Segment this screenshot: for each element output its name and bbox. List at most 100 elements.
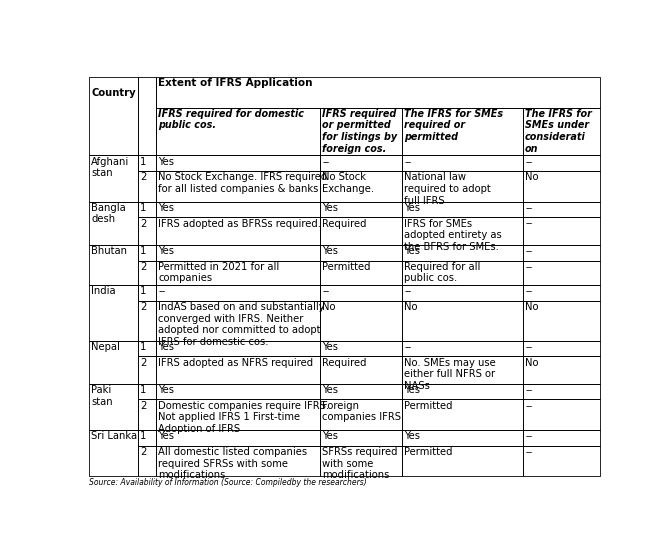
Bar (523, 430, 599, 445)
Bar (138, 260, 157, 285)
Text: The IFRS for
SMEs under
considerati
on: The IFRS for SMEs under considerati on (525, 109, 592, 153)
Text: --: -- (525, 157, 532, 167)
Bar (157, 430, 320, 445)
Text: Bangla
desh: Bangla desh (91, 203, 126, 224)
Bar (402, 260, 523, 285)
Bar (138, 285, 157, 301)
Text: Required: Required (322, 219, 366, 229)
Text: 1: 1 (140, 246, 146, 256)
Bar (157, 260, 320, 285)
Bar (320, 155, 402, 171)
Text: Foreign
companies IFRS: Foreign companies IFRS (322, 401, 401, 422)
Text: 2: 2 (140, 172, 146, 182)
Text: --: -- (525, 431, 532, 441)
Bar (138, 384, 157, 399)
Bar (138, 202, 157, 217)
Bar (320, 202, 402, 217)
Bar (402, 202, 523, 217)
Text: 1: 1 (140, 342, 146, 352)
Bar (89, 285, 138, 341)
Text: Extent of IFRS Application: Extent of IFRS Application (159, 79, 313, 89)
Text: 1: 1 (140, 385, 146, 395)
Bar (402, 341, 523, 356)
Text: Yes: Yes (159, 157, 175, 167)
Bar (320, 245, 402, 260)
Text: Yes: Yes (159, 431, 175, 441)
Text: The IFRS for SMEs
required or
permitted: The IFRS for SMEs required or permitted (404, 109, 503, 142)
Text: Yes: Yes (159, 385, 175, 395)
Text: No: No (525, 302, 539, 312)
Bar (523, 301, 599, 341)
Text: All domestic listed companies
required SFRSs with some
modifications: All domestic listed companies required S… (159, 447, 308, 480)
Bar (523, 445, 599, 476)
Text: IFRS required
or permitted
for listings by
foreign cos.: IFRS required or permitted for listings … (322, 109, 397, 153)
Text: 1: 1 (140, 431, 146, 441)
Bar (523, 202, 599, 217)
Bar (89, 202, 138, 245)
Bar (138, 301, 157, 341)
Text: Yes: Yes (404, 246, 420, 256)
Bar (138, 445, 157, 476)
Text: Yes: Yes (404, 385, 420, 395)
Bar (523, 285, 599, 301)
Bar (157, 341, 320, 356)
Bar (89, 245, 138, 285)
Text: Country: Country (91, 88, 136, 98)
Bar (157, 301, 320, 341)
Text: IFRS for SMEs
adopted entirety as
the BFRS for SMEs.: IFRS for SMEs adopted entirety as the BF… (404, 219, 502, 252)
Text: 2: 2 (140, 262, 146, 272)
Bar (89, 384, 138, 430)
Bar (320, 171, 402, 202)
Bar (402, 445, 523, 476)
Bar (138, 356, 157, 384)
Text: No: No (404, 302, 418, 312)
Bar (89, 77, 138, 155)
Bar (320, 399, 402, 430)
Text: 1: 1 (140, 157, 146, 167)
Bar (320, 445, 402, 476)
Bar (523, 245, 599, 260)
Text: SFRSs required
with some
modifications: SFRSs required with some modifications (322, 447, 398, 480)
Bar (402, 155, 523, 171)
Bar (138, 217, 157, 245)
Bar (523, 399, 599, 430)
Text: 2: 2 (140, 447, 146, 457)
Text: India: India (91, 286, 116, 296)
Text: --: -- (525, 246, 532, 256)
Text: Bhutan: Bhutan (91, 246, 127, 256)
Bar (402, 430, 523, 445)
Bar (320, 260, 402, 285)
Bar (402, 356, 523, 384)
Text: Yes: Yes (159, 203, 175, 213)
Text: No. SMEs may use
either full NFRS or
NASs: No. SMEs may use either full NFRS or NAS… (404, 357, 496, 391)
Text: --: -- (322, 286, 329, 296)
Text: --: -- (525, 447, 532, 457)
Bar (320, 285, 402, 301)
Text: 2: 2 (140, 401, 146, 411)
Text: National law
required to adopt
full IFRS: National law required to adopt full IFRS (404, 172, 491, 206)
Bar (138, 399, 157, 430)
Text: 1: 1 (140, 203, 146, 213)
Text: 2: 2 (140, 357, 146, 367)
Bar (402, 285, 523, 301)
Bar (157, 155, 320, 171)
Text: No: No (525, 172, 539, 182)
Text: No Stock Exchange. IFRS required
for all listed companies & banks: No Stock Exchange. IFRS required for all… (159, 172, 328, 194)
Text: Required for all
public cos.: Required for all public cos. (404, 262, 480, 284)
Bar (138, 171, 157, 202)
Text: Nepal: Nepal (91, 342, 120, 352)
Text: Yes: Yes (322, 203, 338, 213)
Bar (157, 384, 320, 399)
Bar (320, 356, 402, 384)
Bar (523, 217, 599, 245)
Text: Yes: Yes (322, 385, 338, 395)
Bar (157, 356, 320, 384)
Text: --: -- (525, 286, 532, 296)
Bar (523, 155, 599, 171)
Text: IndAS based on and substantially
converged with IFRS. Neither
adopted nor commit: IndAS based on and substantially converg… (159, 302, 325, 347)
Bar (89, 341, 138, 384)
Text: --: -- (525, 401, 532, 411)
Text: Permitted: Permitted (404, 447, 453, 457)
Bar (523, 171, 599, 202)
Bar (320, 107, 402, 155)
